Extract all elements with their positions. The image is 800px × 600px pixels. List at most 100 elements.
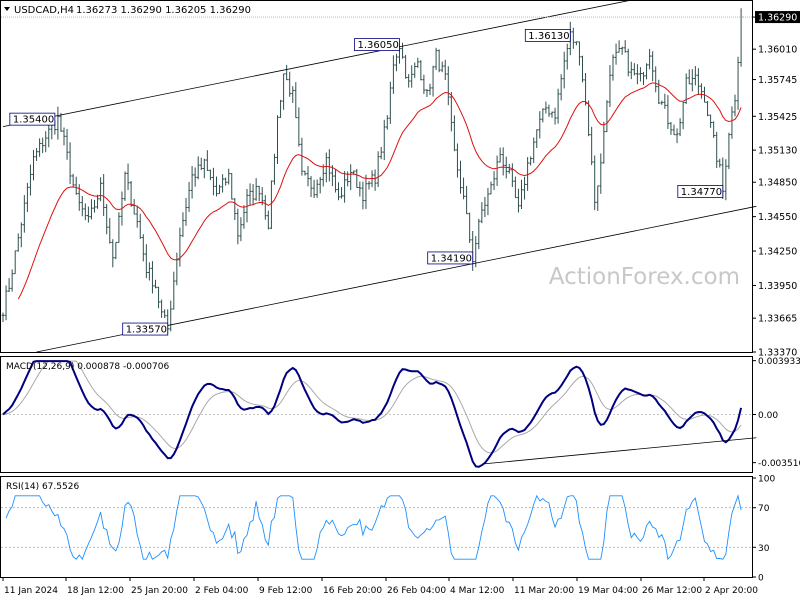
- ohlc-bar: [56, 106, 60, 140]
- ohlc-bar: [706, 100, 709, 117]
- ohlc-bar: [565, 43, 569, 70]
- ohlc-bar: [413, 62, 417, 78]
- ohlc-bar: [520, 179, 523, 209]
- ohlc-bar: [47, 121, 51, 148]
- ohlc-bar: [87, 206, 90, 223]
- ohlc-bar: [196, 156, 200, 180]
- ohlc-bar: [266, 210, 270, 230]
- rsi-line: [5, 494, 742, 561]
- ohlc-bar: [212, 167, 215, 196]
- rsi-axis-label: 0: [758, 574, 764, 584]
- trendlines: [1, 0, 757, 353]
- ohlc-bar: [245, 189, 249, 223]
- ohlc-bar: [578, 41, 581, 66]
- price-axis-label: 1.33665: [758, 314, 797, 325]
- ohlc-bar: [83, 203, 87, 221]
- ohlc-bar: [294, 82, 298, 119]
- price-level-label: 1.35400: [9, 112, 56, 126]
- ohlc-bar: [620, 46, 624, 55]
- ohlc-bar: [242, 205, 246, 229]
- ohlc-bar: [297, 107, 301, 147]
- ohlc-bar: [593, 155, 597, 211]
- ohlc-bar: [13, 250, 17, 275]
- ohlc-bar: [215, 176, 218, 197]
- price-axis-label: 1.33370: [758, 348, 797, 359]
- ohlc-bar: [663, 93, 667, 109]
- header-ohlc: 1.36273 1.36290 1.36205 1.36290: [76, 5, 251, 16]
- ohlc-bar: [141, 234, 145, 262]
- price-axis-label: 1.35425: [758, 112, 797, 123]
- ohlc-bar: [10, 269, 14, 292]
- ohlc-bar: [538, 111, 542, 139]
- ohlc-bar: [44, 131, 48, 153]
- ohlc-bar: [486, 187, 490, 216]
- ohlc-bar: [535, 129, 539, 148]
- ohlc-bar: [666, 95, 670, 129]
- ohlc-bar: [385, 115, 389, 130]
- macd-trendline[interactable]: [484, 437, 757, 465]
- ohlc-bar: [440, 61, 444, 73]
- ohlc-bar: [1, 312, 5, 322]
- ohlc-bar: [172, 271, 176, 310]
- ohlc-bar: [288, 71, 292, 97]
- ohlc-bar: [614, 43, 618, 65]
- ohlc-bar: [157, 286, 160, 309]
- ohlc-bar: [401, 42, 404, 59]
- ohlc-bar: [623, 40, 627, 53]
- ohlc-bar: [175, 252, 179, 286]
- ohlc-bar: [190, 165, 194, 199]
- ohlc-bar: [144, 244, 148, 279]
- ohlc-bar: [29, 164, 32, 196]
- ohlc-bar: [678, 118, 682, 137]
- ohlc-bar: [71, 173, 75, 188]
- ohlc-bar: [642, 71, 645, 85]
- ohlc-bar: [114, 241, 118, 260]
- ohlc-bar: [425, 89, 429, 97]
- ohlc-bar: [184, 197, 188, 226]
- ohlc-bar: [730, 106, 734, 139]
- ohlc-bar: [471, 231, 475, 271]
- ohlc-bar: [388, 81, 392, 124]
- time-axis-label: 25 Jan 20:00: [131, 586, 188, 596]
- ohlc-bar: [596, 185, 600, 211]
- ohlc-bar: [4, 285, 8, 321]
- ohlc-bar: [407, 74, 411, 88]
- ohlc-bar: [437, 49, 441, 73]
- ohlc-bar: [434, 47, 438, 70]
- price-axis-label: 1.34250: [758, 247, 797, 258]
- macd-axis-label: 0.003933: [758, 357, 800, 367]
- ohlc-bar: [187, 181, 191, 212]
- moving-average: [17, 82, 742, 300]
- ohlc-bar: [727, 132, 731, 170]
- ohlc-bar: [474, 236, 478, 268]
- upper-channel-line[interactable]: [2, 0, 632, 127]
- ohlc-bar: [410, 65, 414, 88]
- chart-header: USDCAD,H4 1.36273 1.36290 1.36205 1.3629…: [4, 5, 251, 16]
- price-bars: [1, 8, 743, 336]
- ohlc-bar: [334, 168, 337, 193]
- header-arrow-icon: [4, 7, 10, 11]
- ohlc-bar: [19, 222, 23, 248]
- ohlc-bar: [148, 262, 151, 281]
- ohlc-bar: [303, 170, 307, 176]
- price-level-label: 1.33570: [122, 322, 169, 336]
- time-axis-label: 18 Jan 12:00: [67, 586, 124, 596]
- ohlc-bar: [163, 309, 167, 319]
- ohlc-bar: [340, 186, 343, 199]
- time-axis-label: 19 Mar 04:00: [578, 586, 638, 596]
- ohlc-bar: [392, 55, 395, 94]
- ohlc-bar: [7, 278, 11, 292]
- ohlc-bar: [431, 65, 435, 97]
- ohlc-bar: [199, 157, 203, 171]
- ohlc-bar: [590, 126, 594, 166]
- price-axis-label: 1.36010: [758, 45, 797, 56]
- ohlc-bar: [74, 176, 78, 195]
- ohlc-bar: [489, 181, 493, 195]
- ohlc-bar: [690, 69, 694, 92]
- ohlc-bar: [675, 128, 679, 144]
- ohlc-bar: [575, 41, 578, 46]
- ohlc-bar: [270, 180, 273, 230]
- ohlc-bar: [279, 99, 282, 118]
- ohlc-bar: [321, 164, 325, 187]
